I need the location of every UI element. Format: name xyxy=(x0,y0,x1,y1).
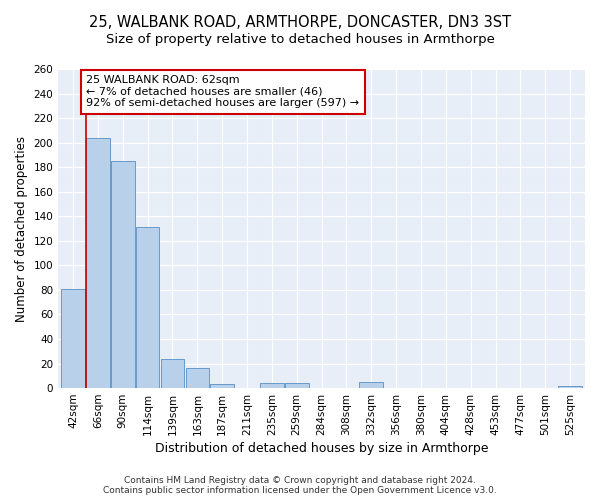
Bar xyxy=(111,161,134,388)
Bar xyxy=(161,358,184,388)
X-axis label: Distribution of detached houses by size in Armthorpe: Distribution of detached houses by size … xyxy=(155,442,488,455)
Bar xyxy=(185,368,209,388)
Bar xyxy=(61,288,85,388)
Y-axis label: Number of detached properties: Number of detached properties xyxy=(15,136,28,322)
Bar xyxy=(86,138,110,388)
Text: 25 WALBANK ROAD: 62sqm
← 7% of detached houses are smaller (46)
92% of semi-deta: 25 WALBANK ROAD: 62sqm ← 7% of detached … xyxy=(86,75,359,108)
Bar xyxy=(260,383,284,388)
Text: Contains HM Land Registry data © Crown copyright and database right 2024.
Contai: Contains HM Land Registry data © Crown c… xyxy=(103,476,497,495)
Bar xyxy=(211,384,234,388)
Bar xyxy=(359,382,383,388)
Bar xyxy=(136,228,160,388)
Text: 25, WALBANK ROAD, ARMTHORPE, DONCASTER, DN3 3ST: 25, WALBANK ROAD, ARMTHORPE, DONCASTER, … xyxy=(89,15,511,30)
Bar xyxy=(285,383,308,388)
Bar xyxy=(558,386,582,388)
Text: Size of property relative to detached houses in Armthorpe: Size of property relative to detached ho… xyxy=(106,32,494,46)
